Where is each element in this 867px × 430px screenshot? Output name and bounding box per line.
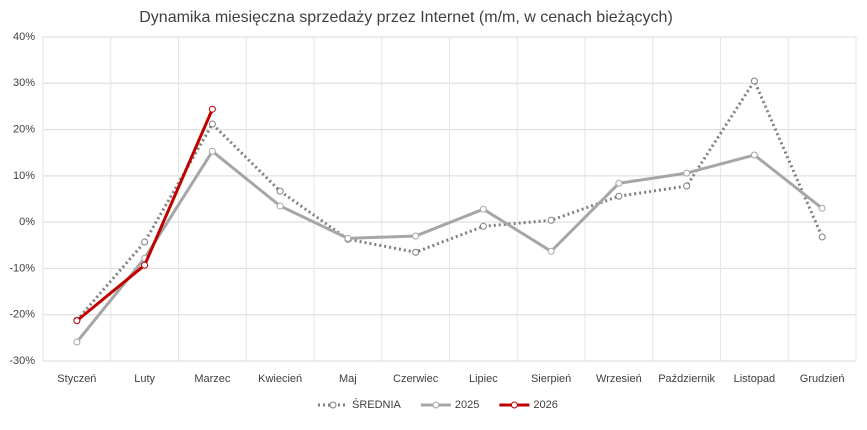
x-tick-label: Maj [339,373,357,385]
x-tick-label: Kwiecień [258,373,302,385]
chart-title: Dynamika miesięczna sprzedaży przez Inte… [139,9,673,26]
point [547,247,555,255]
point [547,216,555,224]
point [479,222,487,230]
y-tick-label: -30% [9,355,35,367]
x-tick-label: Sierpień [531,373,571,385]
point [412,248,420,256]
series-line [75,108,214,322]
point [208,147,216,155]
legend-label: 2025 [455,399,479,411]
y-tick-label: -20% [9,309,35,321]
legend-marker [510,401,518,409]
point [818,204,826,212]
point [818,233,826,241]
y-tick-label: 10% [13,170,35,182]
x-tick-label: Czerwiec [393,373,439,385]
series-line [75,149,824,343]
point [276,202,284,210]
point [73,338,81,346]
point [683,182,691,190]
series-line [75,79,824,322]
point [141,261,149,269]
y-tick-label: 20% [13,123,35,135]
x-tick-label: Listopad [734,373,776,385]
y-tick-label: -10% [9,262,35,274]
point [208,105,216,113]
y-tick-label: 40% [13,31,35,43]
point [479,205,487,213]
point [615,192,623,200]
x-tick-label: Grudzień [800,373,845,385]
point [141,238,149,246]
x-tick-label: Październik [658,373,715,385]
point [750,151,758,159]
point [276,187,284,195]
x-tick-label: Marzec [194,373,231,385]
point [750,77,758,85]
x-tick-label: Luty [134,373,155,385]
x-tick-label: Styczeń [57,373,96,385]
y-tick-label: 30% [13,77,35,89]
x-tick-label: Lipiec [469,373,498,385]
point [683,169,691,177]
y-tick-label: 0% [19,216,35,228]
legend-label: ŚREDNIA [352,398,402,411]
x-tick-label: Wrzesień [596,373,642,385]
legend-marker [432,401,440,409]
legend-label: 2026 [533,399,557,411]
point [344,234,352,242]
point [615,179,623,187]
point [208,120,216,128]
point [412,232,420,240]
legend-marker [329,401,337,409]
point [73,317,81,325]
